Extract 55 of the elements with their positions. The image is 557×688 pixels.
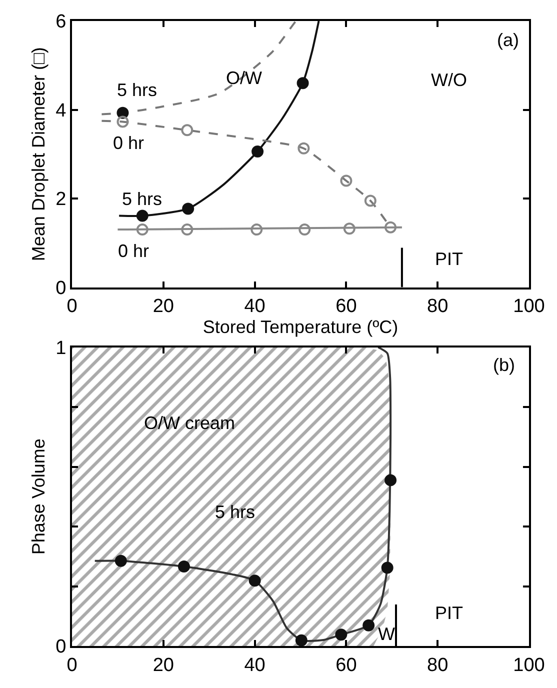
point xyxy=(335,628,348,641)
x-axis-title: Stored Temperature (ºC) xyxy=(202,317,398,338)
annotation: 5 hrs xyxy=(117,80,158,100)
annotation: 5 hrs xyxy=(215,502,256,522)
point xyxy=(178,560,190,573)
point xyxy=(384,221,397,234)
x-tick-label: 100 xyxy=(513,654,545,676)
annotation: 0 hr xyxy=(118,241,150,261)
y-tick-label: 6 xyxy=(56,12,66,33)
annotation: 0 hr xyxy=(113,133,144,153)
annotation: O/W xyxy=(226,68,262,88)
y-tick-label: 2 xyxy=(56,189,66,210)
y-axis-title: Mean Droplet Diameter (□) xyxy=(28,47,48,262)
annotation: PIT xyxy=(435,603,464,623)
x-tick-label: 40 xyxy=(244,654,266,676)
y-tick-label: 0 xyxy=(56,636,66,658)
x-tick-label: 40 xyxy=(244,296,266,318)
annotation: (a) xyxy=(497,30,519,50)
annotation: W/O xyxy=(431,70,467,90)
annotation: (b) xyxy=(493,355,515,375)
point xyxy=(298,142,310,154)
point xyxy=(384,474,397,486)
annotation: PIT xyxy=(435,249,464,269)
y-tick-label: 0 xyxy=(56,278,66,299)
point xyxy=(136,210,148,222)
point xyxy=(296,77,309,90)
y-tick-label: 1 xyxy=(56,338,66,359)
point xyxy=(298,224,311,236)
point xyxy=(252,145,264,158)
point xyxy=(182,202,194,215)
point xyxy=(381,562,394,574)
x-tick-label: 100 xyxy=(513,296,545,318)
x-tick-label: 80 xyxy=(427,654,448,676)
annotation: O/W cream xyxy=(144,413,236,433)
annotation: W xyxy=(378,624,395,644)
point xyxy=(136,224,148,236)
x-tick-label: 20 xyxy=(152,654,174,676)
y-axis-title: Phase Volume xyxy=(28,438,48,555)
point xyxy=(248,574,261,587)
point xyxy=(181,224,194,236)
point xyxy=(114,554,127,567)
point xyxy=(340,174,352,187)
annotation: 5 hrs xyxy=(122,189,162,209)
x-tick-label: 80 xyxy=(427,296,448,318)
point xyxy=(116,116,129,128)
point xyxy=(250,224,263,236)
point xyxy=(343,222,356,235)
x-tick-label: 20 xyxy=(152,296,174,318)
point xyxy=(181,124,194,136)
point xyxy=(295,634,308,646)
x-tick-label: 60 xyxy=(336,296,357,318)
point xyxy=(362,619,375,632)
y-tick-label: 4 xyxy=(56,100,67,122)
point xyxy=(364,194,376,207)
x-tick-label: 60 xyxy=(336,654,357,676)
